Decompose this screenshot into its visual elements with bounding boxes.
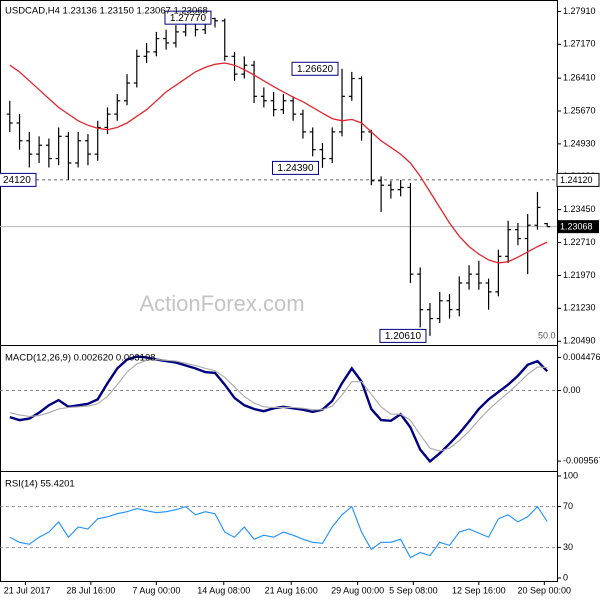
y-tick-label: 1.20490 bbox=[563, 336, 596, 346]
panel-title: RSI(14) 55.4201 bbox=[5, 479, 75, 490]
panel-title: MACD(12,26,9) 0.002620 0.003108 bbox=[5, 353, 156, 364]
last-price-box bbox=[557, 220, 599, 234]
indicator-line bbox=[9, 505, 548, 559]
panel-title: USDCAD,H4 1.23136 1.23150 1.23067 1.2306… bbox=[5, 6, 208, 17]
x-tick-label: 12 Sep 16:00 bbox=[452, 585, 506, 595]
level-label-left: 24120 bbox=[3, 175, 31, 186]
x-tick-label: 29 Aug 00:00 bbox=[331, 585, 384, 595]
y-tick-label: 1.21970 bbox=[563, 270, 596, 280]
y-tick-label: 1.27170 bbox=[563, 39, 596, 49]
y-tick-label: -0.009567 bbox=[563, 455, 600, 465]
y-tick-label: 1.21230 bbox=[563, 303, 596, 313]
y-tick-label: 0.004476 bbox=[563, 352, 600, 362]
y-tick-label: 1.26410 bbox=[563, 72, 596, 82]
y-tick-label: 1.25670 bbox=[563, 105, 596, 115]
price-label: 1.27770 bbox=[170, 13, 207, 24]
price-label-box bbox=[379, 328, 427, 343]
plot-area: ActionForex.com 1.27770 1.26620 1.24390 1.20… bbox=[0, 10, 557, 343]
level-label-box bbox=[556, 172, 600, 187]
panel-border bbox=[0, 471, 558, 582]
y-tick-label: 0.00 bbox=[563, 385, 581, 395]
level-label-right: 1.24120 bbox=[560, 175, 593, 185]
level-label-box bbox=[0, 172, 37, 187]
x-tick-label: 21 Jul 2017 bbox=[4, 585, 51, 595]
watermark: ActionForex.com bbox=[139, 291, 304, 316]
price-label-box bbox=[164, 10, 212, 25]
indicator-line bbox=[9, 359, 548, 452]
price-label: 1.26620 bbox=[297, 64, 334, 75]
x-tick-label: 5 Sep 08:00 bbox=[389, 585, 438, 595]
x-tick-label: 20 Sep 00:00 bbox=[518, 585, 572, 595]
x-tick-label: 7 Aug 00:00 bbox=[132, 585, 180, 595]
price-label-box bbox=[291, 61, 339, 76]
y-tick-label: 30 bbox=[563, 542, 573, 552]
y-tick-label: 1.24930 bbox=[563, 138, 596, 148]
y-tick-label: 1.27910 bbox=[563, 6, 596, 16]
y-tick-label: 70 bbox=[563, 501, 573, 511]
last-price-label: 1.23068 bbox=[560, 222, 593, 232]
y-tick-label: 0 bbox=[563, 572, 568, 582]
x-tick-label: 28 Jul 16:00 bbox=[66, 585, 115, 595]
plot-area bbox=[0, 355, 557, 464]
fib-label: 50.0 bbox=[538, 330, 556, 340]
plot-area bbox=[0, 505, 557, 559]
y-tick-label: 100 bbox=[563, 470, 578, 480]
x-tick-label: 14 Aug 08:00 bbox=[197, 585, 250, 595]
price-label-box bbox=[271, 160, 319, 175]
price-label: 1.20610 bbox=[385, 331, 422, 342]
indicator-line bbox=[9, 355, 549, 464]
y-tick-label: 1.22710 bbox=[563, 237, 596, 247]
y-tick-label: 1.23450 bbox=[563, 204, 596, 214]
x-tick-label: 21 Aug 16:00 bbox=[265, 585, 318, 595]
price-label: 1.24390 bbox=[277, 163, 314, 174]
moving-average bbox=[9, 62, 548, 264]
